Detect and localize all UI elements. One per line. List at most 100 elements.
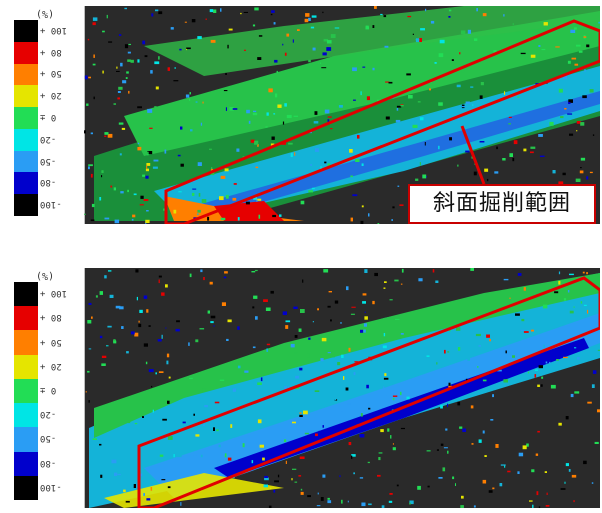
point	[389, 299, 393, 301]
point	[210, 321, 214, 324]
point	[337, 362, 341, 366]
point	[137, 431, 141, 435]
point	[478, 345, 481, 347]
point	[457, 402, 461, 406]
point	[366, 384, 369, 389]
point	[541, 48, 546, 51]
point	[350, 217, 353, 222]
point	[165, 284, 168, 288]
point	[486, 178, 489, 182]
point	[362, 66, 366, 68]
point	[341, 499, 343, 504]
point	[395, 119, 401, 123]
point	[397, 185, 400, 187]
point	[224, 271, 228, 274]
point	[304, 18, 309, 23]
point	[93, 54, 95, 58]
point	[185, 429, 189, 433]
point	[223, 276, 227, 279]
point	[285, 460, 287, 464]
point	[484, 168, 489, 172]
point	[150, 70, 153, 74]
point	[294, 481, 298, 483]
point	[258, 214, 261, 219]
point	[189, 92, 191, 95]
point	[90, 173, 93, 178]
point	[255, 316, 258, 320]
point	[477, 366, 479, 368]
point	[315, 148, 319, 152]
point	[191, 19, 196, 23]
point-cloud-scene	[85, 268, 600, 508]
point	[417, 101, 421, 103]
point	[90, 219, 95, 222]
point	[594, 441, 599, 444]
point	[256, 198, 262, 201]
point	[470, 86, 474, 88]
point	[233, 183, 237, 185]
point	[496, 146, 498, 150]
point	[327, 352, 331, 354]
point	[265, 307, 271, 311]
point	[436, 362, 438, 365]
point	[327, 119, 330, 122]
point	[350, 175, 353, 178]
point	[353, 472, 355, 475]
point	[558, 181, 564, 185]
point	[549, 121, 554, 126]
point	[584, 69, 586, 72]
point	[282, 311, 287, 315]
point	[419, 38, 422, 42]
point	[573, 306, 575, 308]
point	[592, 134, 595, 136]
point	[563, 356, 568, 359]
point	[224, 453, 227, 458]
point	[245, 201, 250, 205]
point	[395, 318, 400, 320]
point	[400, 104, 404, 107]
point	[567, 60, 571, 64]
point	[100, 474, 103, 478]
point	[186, 47, 191, 50]
point	[258, 35, 263, 37]
point	[445, 428, 448, 431]
legend-tick-label: -100	[40, 199, 62, 210]
legend-tick-label: 80 +	[40, 46, 62, 57]
point	[152, 409, 154, 413]
point	[220, 8, 222, 12]
point	[504, 465, 506, 468]
point	[322, 11, 324, 14]
point	[352, 67, 357, 72]
point	[193, 454, 197, 457]
point	[406, 73, 411, 76]
point	[277, 474, 280, 478]
point	[461, 495, 464, 499]
point	[312, 321, 314, 323]
point	[542, 304, 548, 309]
point	[583, 36, 587, 38]
point	[502, 158, 506, 161]
point	[461, 70, 465, 73]
point	[341, 354, 344, 358]
point	[334, 396, 336, 401]
legend-swatch	[14, 150, 38, 173]
point	[576, 121, 581, 124]
legend-swatch	[14, 378, 38, 404]
point	[137, 59, 140, 63]
point	[95, 295, 98, 298]
point	[321, 67, 327, 69]
point	[123, 489, 126, 493]
point	[195, 339, 199, 343]
point	[451, 59, 454, 61]
point	[131, 218, 134, 221]
point	[101, 363, 106, 366]
point	[567, 113, 573, 115]
point	[412, 33, 414, 35]
point	[99, 335, 103, 339]
point	[444, 349, 446, 354]
point	[467, 29, 471, 34]
point	[372, 25, 375, 28]
point	[482, 13, 487, 17]
point	[503, 14, 505, 17]
point	[138, 320, 140, 323]
